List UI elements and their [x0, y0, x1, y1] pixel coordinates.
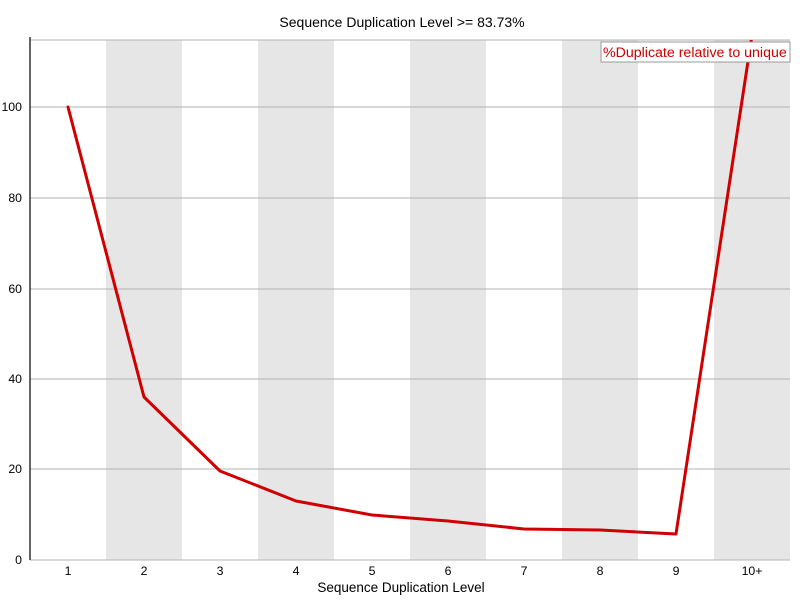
svg-text:2: 2	[141, 564, 148, 578]
svg-text:100: 100	[1, 100, 22, 114]
svg-text:3: 3	[217, 564, 224, 578]
svg-text:Sequence Duplication Level: Sequence Duplication Level	[317, 580, 484, 595]
svg-text:20: 20	[8, 462, 22, 476]
svg-text:4: 4	[293, 564, 300, 578]
svg-text:5: 5	[369, 564, 376, 578]
svg-text:10+: 10+	[742, 564, 763, 578]
svg-text:7: 7	[521, 564, 528, 578]
svg-text:9: 9	[673, 564, 680, 578]
svg-text:Sequence Duplication Level >=: Sequence Duplication Level >= 83.73%	[279, 14, 524, 30]
svg-text:80: 80	[8, 191, 22, 205]
svg-text:0: 0	[15, 553, 22, 567]
svg-text:8: 8	[597, 564, 604, 578]
svg-text:1: 1	[65, 564, 72, 578]
svg-text:60: 60	[8, 282, 22, 296]
svg-text:6: 6	[445, 564, 452, 578]
svg-text:%Duplicate relative to unique: %Duplicate relative to unique	[603, 45, 787, 61]
svg-text:40: 40	[8, 372, 22, 386]
